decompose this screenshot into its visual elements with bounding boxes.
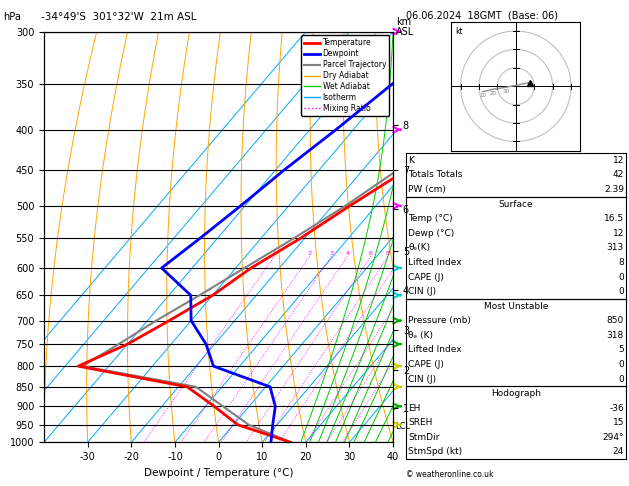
Text: Totals Totals: Totals Totals <box>408 171 462 179</box>
Text: SREH: SREH <box>408 418 433 427</box>
Text: 5: 5 <box>618 346 624 354</box>
Text: Surface: Surface <box>498 200 533 208</box>
Text: 313: 313 <box>607 243 624 252</box>
Text: ASL: ASL <box>396 27 415 36</box>
Text: EH: EH <box>408 404 421 413</box>
Text: 20: 20 <box>490 90 497 96</box>
Text: 3: 3 <box>329 251 333 257</box>
Text: CAPE (J): CAPE (J) <box>408 360 444 369</box>
Text: 24: 24 <box>613 448 624 456</box>
Text: kt: kt <box>455 27 463 36</box>
Text: km: km <box>396 17 411 27</box>
Text: 12: 12 <box>613 156 624 165</box>
Text: Lifted Index: Lifted Index <box>408 258 462 267</box>
Text: StmSpd (kt): StmSpd (kt) <box>408 448 462 456</box>
Text: 16.5: 16.5 <box>604 214 624 223</box>
Text: 10: 10 <box>398 251 406 257</box>
Text: 06.06.2024  18GMT  (Base: 06): 06.06.2024 18GMT (Base: 06) <box>406 11 558 21</box>
Text: Temp (°C): Temp (°C) <box>408 214 453 223</box>
Text: 2: 2 <box>308 251 311 257</box>
Text: 6: 6 <box>369 251 372 257</box>
Text: StmDir: StmDir <box>408 433 440 442</box>
Text: 8: 8 <box>386 251 390 257</box>
Text: 4: 4 <box>345 251 349 257</box>
Text: 294°: 294° <box>603 433 624 442</box>
Text: © weatheronline.co.uk: © weatheronline.co.uk <box>406 469 493 479</box>
Text: 0: 0 <box>618 360 624 369</box>
Text: 12: 12 <box>613 229 624 238</box>
Text: 25: 25 <box>457 251 465 257</box>
Text: 2.39: 2.39 <box>604 185 624 194</box>
Text: 0: 0 <box>618 287 624 296</box>
Text: Dewp (°C): Dewp (°C) <box>408 229 455 238</box>
Text: 30: 30 <box>503 89 510 94</box>
Text: 8: 8 <box>618 258 624 267</box>
Text: hPa: hPa <box>3 12 21 22</box>
Text: -34°49'S  301°32'W  21m ASL: -34°49'S 301°32'W 21m ASL <box>41 12 196 22</box>
Text: LCL: LCL <box>395 422 411 431</box>
Text: 10: 10 <box>479 93 486 98</box>
Text: 850: 850 <box>607 316 624 325</box>
Text: Most Unstable: Most Unstable <box>484 302 548 311</box>
Text: Lifted Index: Lifted Index <box>408 346 462 354</box>
Text: Pressure (mb): Pressure (mb) <box>408 316 471 325</box>
Text: CIN (J): CIN (J) <box>408 375 437 383</box>
Text: 15: 15 <box>613 418 624 427</box>
Text: 318: 318 <box>607 331 624 340</box>
Text: 0: 0 <box>618 375 624 383</box>
Text: 0: 0 <box>618 273 624 281</box>
X-axis label: Dewpoint / Temperature (°C): Dewpoint / Temperature (°C) <box>144 468 293 478</box>
Text: 15: 15 <box>423 251 431 257</box>
Text: θₑ (K): θₑ (K) <box>408 331 433 340</box>
Text: -36: -36 <box>610 404 624 413</box>
Text: K: K <box>408 156 414 165</box>
Text: PW (cm): PW (cm) <box>408 185 446 194</box>
Text: Hodograph: Hodograph <box>491 389 541 398</box>
Text: CAPE (J): CAPE (J) <box>408 273 444 281</box>
Text: 42: 42 <box>613 171 624 179</box>
Text: CIN (J): CIN (J) <box>408 287 437 296</box>
Text: θₑ(K): θₑ(K) <box>408 243 430 252</box>
Legend: Temperature, Dewpoint, Parcel Trajectory, Dry Adiabat, Wet Adiabat, Isotherm, Mi: Temperature, Dewpoint, Parcel Trajectory… <box>301 35 389 116</box>
Text: 1: 1 <box>272 251 276 257</box>
Text: 20: 20 <box>442 251 450 257</box>
